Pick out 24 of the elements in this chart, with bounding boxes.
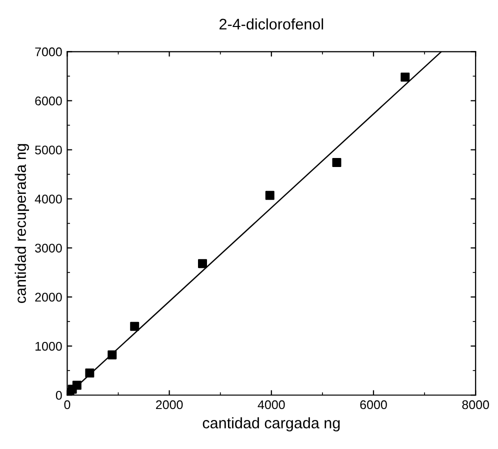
point [198, 259, 207, 268]
y-tick-label: 3000 [35, 244, 62, 253]
x-axis-title: cantidad cargada ng [202, 417, 340, 432]
y-tick-label: 2000 [35, 292, 62, 302]
y-tick-label: 4000 [34, 194, 62, 204]
y-axis-title: cantidad recuperada ng [14, 144, 30, 303]
point [265, 190, 274, 200]
x-tick-label: 8000 [462, 400, 490, 410]
y-tick-label: 1000 [36, 342, 62, 351]
x-tick-label: 2000 [156, 400, 183, 410]
point [72, 380, 82, 390]
point [332, 158, 342, 168]
point [400, 72, 410, 82]
x-tick-label: 4000 [258, 400, 285, 410]
x-tick-label: 0 [64, 400, 70, 410]
chart-title: 2-4-diclorofenol [220, 18, 324, 30]
y-tick-label: 0 [56, 390, 62, 400]
point [85, 368, 94, 378]
y-tick-label: 5000 [35, 146, 62, 154]
y-tick-label: 6000 [35, 96, 62, 106]
point [108, 350, 117, 360]
y-tick-label: 7000 [35, 47, 62, 56]
x-tick-label: 6000 [360, 400, 387, 410]
point [130, 322, 140, 331]
